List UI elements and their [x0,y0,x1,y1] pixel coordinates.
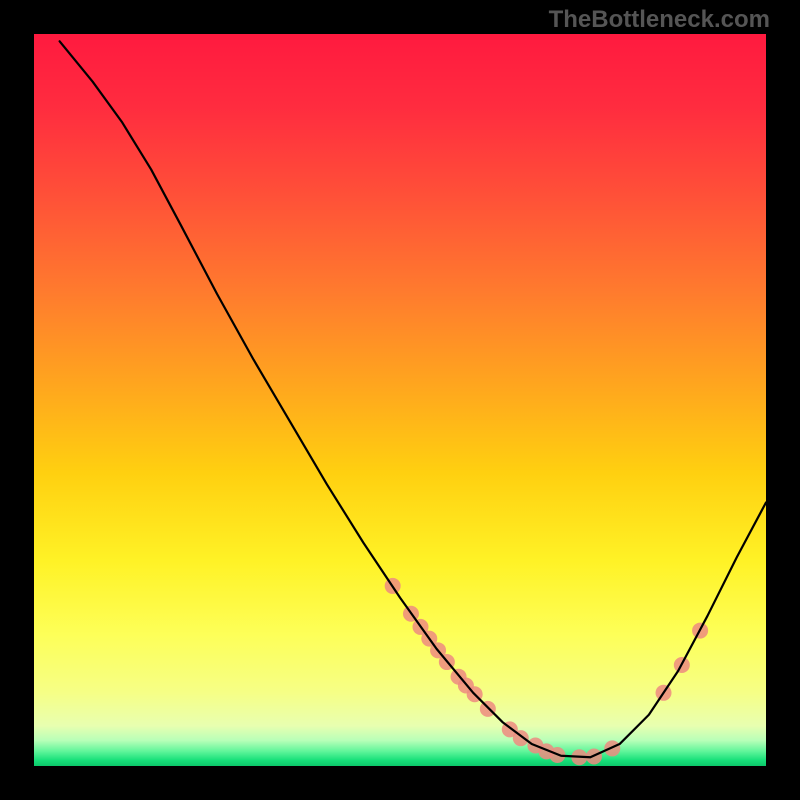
plot-area [34,34,766,766]
curve-layer [34,34,766,766]
bottleneck-curve [60,41,766,757]
watermark-text: TheBottleneck.com [549,6,770,34]
chart-frame: TheBottleneck.com [0,0,800,800]
marker-group [385,578,708,765]
